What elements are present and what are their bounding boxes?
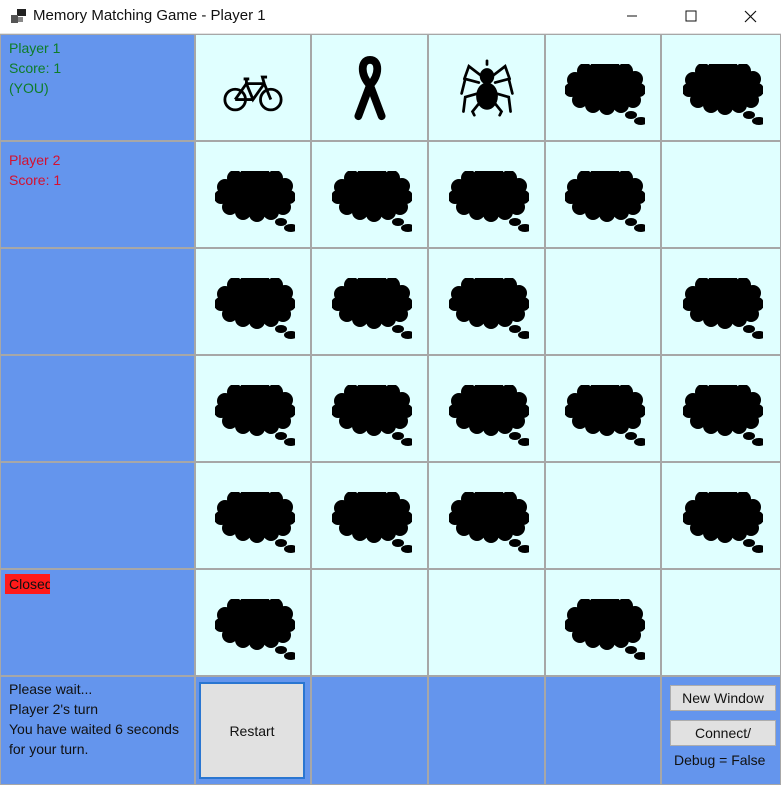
card-cell[interactable] xyxy=(312,570,427,675)
thought-bubble-icon xyxy=(448,170,529,232)
card-cell[interactable] xyxy=(546,356,660,461)
minimize-button[interactable] xyxy=(603,0,661,32)
player2-score: Score: 1 xyxy=(9,172,62,188)
player1-name: Player 1 xyxy=(9,40,61,56)
bottom-panel-3 xyxy=(429,677,544,784)
thought-bubble-icon xyxy=(448,277,529,339)
thought-bubble-icon xyxy=(215,491,295,553)
game-grid: Player 1 Score: 1 (YOU) Player 2 Score: … xyxy=(0,34,781,785)
card-cell[interactable] xyxy=(662,463,780,568)
left-panel-4 xyxy=(1,356,194,461)
ribbon-icon xyxy=(350,54,390,122)
left-panel-5 xyxy=(1,463,194,568)
player2-info: Player 2 Score: 1 xyxy=(1,142,194,190)
spider-icon xyxy=(459,58,514,117)
thought-bubble-icon xyxy=(331,384,412,446)
debug-label: Debug = False xyxy=(674,752,766,768)
card-cell[interactable] xyxy=(196,142,310,247)
card-cell[interactable] xyxy=(662,249,780,354)
card-cell[interactable] xyxy=(662,570,780,675)
card-cell[interactable] xyxy=(196,35,310,140)
card-cell[interactable] xyxy=(312,249,427,354)
status-wait: Please wait... xyxy=(9,681,93,697)
left-panel-3 xyxy=(1,249,194,354)
card-cell[interactable] xyxy=(546,142,660,247)
thought-bubble-icon xyxy=(683,63,763,125)
card-cell[interactable] xyxy=(546,570,660,675)
card-cell[interactable] xyxy=(429,570,544,675)
status-waited: You have waited 6 seconds xyxy=(9,721,179,737)
player1-info: Player 1 Score: 1 (YOU) xyxy=(1,35,194,98)
minimize-icon xyxy=(627,15,637,17)
status-your-turn: for your turn. xyxy=(9,741,89,757)
player1-panel: Player 1 Score: 1 (YOU) xyxy=(1,35,194,140)
status-panel: Please wait... Player 2's turn You have … xyxy=(1,677,194,784)
app-icon xyxy=(9,7,27,25)
card-cell[interactable] xyxy=(312,356,427,461)
bottom-panel-4 xyxy=(546,677,660,784)
card-cell[interactable] xyxy=(662,35,780,140)
thought-bubble-icon xyxy=(683,277,763,339)
bicycle-icon xyxy=(223,75,283,111)
close-icon xyxy=(744,10,756,22)
card-cell[interactable] xyxy=(662,142,780,247)
thought-bubble-icon xyxy=(683,384,763,446)
thought-bubble-icon xyxy=(448,384,529,446)
bottom-panel-2 xyxy=(312,677,427,784)
card-cell[interactable] xyxy=(546,463,660,568)
thought-bubble-icon xyxy=(331,277,412,339)
card-cell[interactable] xyxy=(429,463,544,568)
card-cell[interactable] xyxy=(546,35,660,140)
thought-bubble-icon xyxy=(565,598,645,660)
maximize-icon xyxy=(685,10,697,22)
player2-panel: Player 2 Score: 1 xyxy=(1,142,194,247)
card-cell[interactable] xyxy=(196,249,310,354)
thought-bubble-icon xyxy=(215,384,295,446)
title-bar: Memory Matching Game - Player 1 xyxy=(0,0,781,34)
card-cell[interactable] xyxy=(312,142,427,247)
close-button[interactable] xyxy=(721,0,779,32)
card-cell[interactable] xyxy=(196,570,310,675)
card-cell[interactable] xyxy=(429,142,544,247)
thought-bubble-icon xyxy=(215,170,295,232)
restart-button[interactable]: Restart xyxy=(199,682,305,779)
card-cell[interactable] xyxy=(196,463,310,568)
thought-bubble-icon xyxy=(448,491,529,553)
window-title: Memory Matching Game - Player 1 xyxy=(33,7,266,24)
card-cell[interactable] xyxy=(196,356,310,461)
player1-score: Score: 1 xyxy=(9,60,62,76)
thought-bubble-icon xyxy=(565,384,645,446)
thought-bubble-icon xyxy=(331,491,412,553)
card-cell[interactable] xyxy=(312,35,427,140)
player2-name: Player 2 xyxy=(9,152,61,168)
thought-bubble-icon xyxy=(215,598,295,660)
card-cell[interactable] xyxy=(429,249,544,354)
card-cell[interactable] xyxy=(546,249,660,354)
connection-panel: Closed xyxy=(1,570,194,675)
thought-bubble-icon xyxy=(565,63,645,125)
thought-bubble-icon xyxy=(215,277,295,339)
thought-bubble-icon xyxy=(331,170,412,232)
thought-bubble-icon xyxy=(683,491,763,553)
thought-bubble-icon xyxy=(565,170,645,232)
card-cell[interactable] xyxy=(312,463,427,568)
connect-button[interactable]: Connect/ xyxy=(670,720,776,746)
card-cell[interactable] xyxy=(429,356,544,461)
connection-status-badge: Closed xyxy=(5,574,50,594)
maximize-button[interactable] xyxy=(662,0,720,32)
card-cell[interactable] xyxy=(429,35,544,140)
new-window-button[interactable]: New Window xyxy=(670,685,776,711)
status-turn: Player 2's turn xyxy=(9,701,99,717)
card-cell[interactable] xyxy=(662,356,780,461)
player1-you-tag: (YOU) xyxy=(9,80,49,96)
